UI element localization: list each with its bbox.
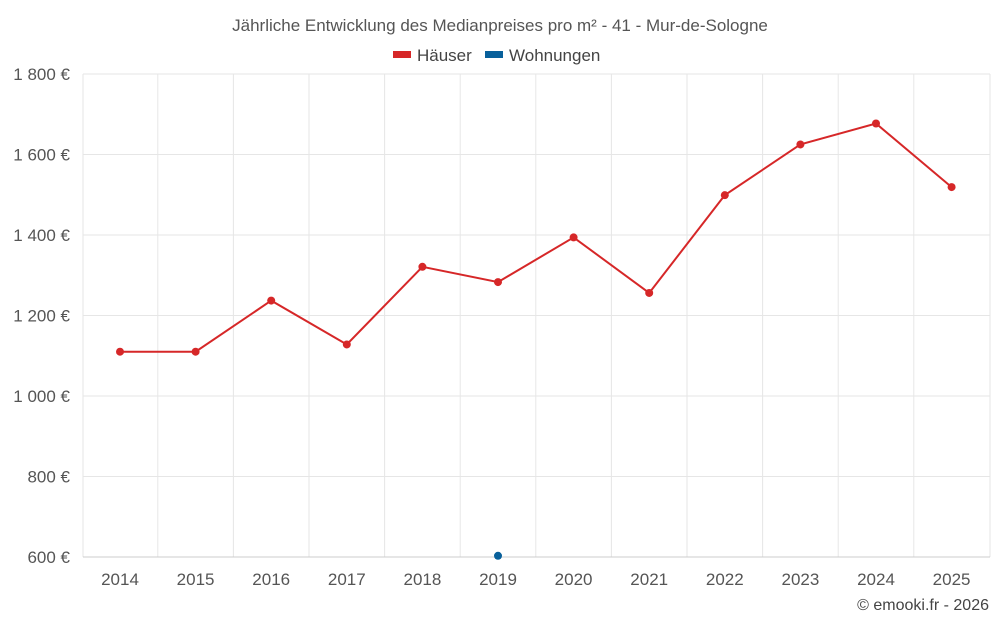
data-point-haeuser[interactable] <box>720 191 729 200</box>
x-tick-label: 2025 <box>933 570 971 589</box>
x-tick-label: 2019 <box>479 570 517 589</box>
data-point-haeuser[interactable] <box>191 347 200 356</box>
x-tick-label: 2023 <box>781 570 819 589</box>
chart-title: Jährliche Entwicklung des Medianpreises … <box>232 16 768 35</box>
data-point-haeuser[interactable] <box>796 140 805 149</box>
data-point-haeuser[interactable] <box>494 278 502 287</box>
data-point-haeuser[interactable] <box>418 262 427 271</box>
data-point-haeuser[interactable] <box>342 340 351 349</box>
data-point-haeuser[interactable] <box>947 183 956 192</box>
series-layer <box>116 119 956 560</box>
legend-item-wohnungen[interactable]: Wohnungen <box>485 46 600 65</box>
x-axis-ticks: 2014 2015 2016 2017 2018 2019 2020 2021 2022 2023… <box>101 570 970 589</box>
x-gridlines <box>82 74 991 557</box>
x-tick-label: 2021 <box>630 570 668 589</box>
x-tick-label: 2017 <box>328 570 366 589</box>
legend: Häuser Wohnungen <box>393 46 600 65</box>
x-tick-label: 2015 <box>177 570 215 589</box>
y-tick-label: 1 400 € <box>13 226 70 245</box>
legend-item-haeuser[interactable]: Häuser <box>393 46 472 65</box>
y-axis-ticks: 600 € 800 € 1 000 € 1 200 € 1 400 € 1 600 € 1 … <box>13 65 70 567</box>
data-point-haeuser[interactable] <box>645 288 654 297</box>
legend-swatch-haeuser <box>393 51 411 58</box>
x-tick-label: 2020 <box>555 570 593 589</box>
y-tick-label: 1 200 € <box>13 307 70 326</box>
y-tick-label: 1 600 € <box>13 146 70 165</box>
data-point-haeuser[interactable] <box>872 119 880 128</box>
data-point-haeuser[interactable] <box>569 233 578 242</box>
y-tick-label: 1 800 € <box>13 65 70 84</box>
legend-swatch-wohnungen <box>485 51 503 58</box>
legend-label-haeuser: Häuser <box>417 46 472 65</box>
x-tick-label: 2014 <box>101 570 139 589</box>
series-haeuser <box>116 119 956 356</box>
legend-label-wohnungen: Wohnungen <box>509 46 600 65</box>
series-line-haeuser <box>120 122 953 353</box>
credit-text: © emooki.fr - 2026 <box>857 597 989 614</box>
x-tick-label: 2022 <box>706 570 744 589</box>
y-tick-label: 1 000 € <box>13 387 70 406</box>
y-tick-label: 800 € <box>27 468 70 487</box>
data-point-haeuser[interactable] <box>267 296 276 305</box>
data-point-wohnungen[interactable] <box>494 551 502 560</box>
y-gridlines <box>83 73 990 477</box>
series-wohnungen <box>494 551 502 560</box>
data-point-haeuser[interactable] <box>116 347 124 356</box>
x-tick-label: 2016 <box>252 570 290 589</box>
y-tick-label: 600 € <box>27 548 70 567</box>
x-tick-label: 2024 <box>857 570 895 589</box>
x-tick-label: 2018 <box>403 570 441 589</box>
